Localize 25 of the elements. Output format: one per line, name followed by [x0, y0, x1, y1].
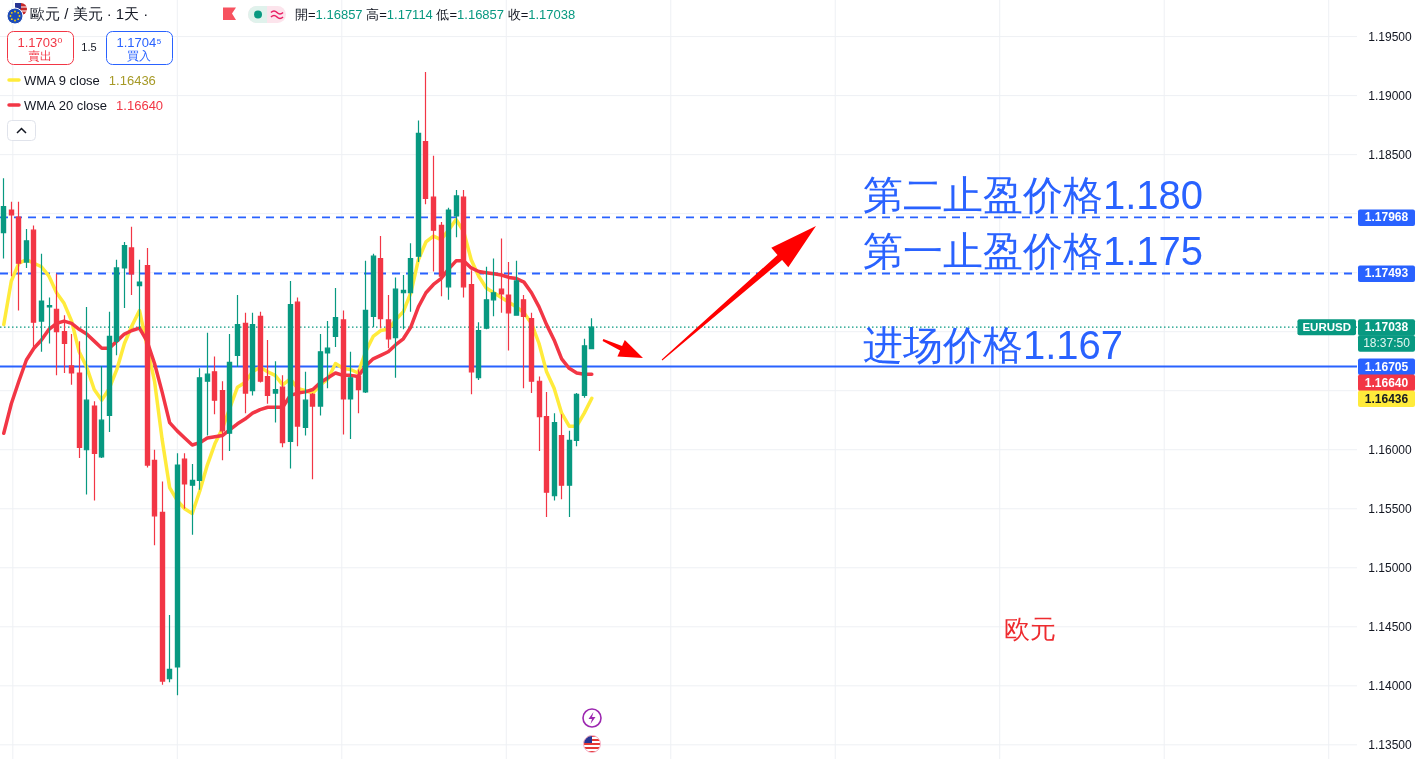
annotation: 1.5: [81, 41, 97, 53]
y-tick-label: 1.18500: [1368, 147, 1412, 162]
legend-label: WMA 20 close: [24, 97, 108, 113]
annotation: 1.1704⁵: [116, 35, 162, 50]
annotation: 第二止盈价格1.180: [863, 173, 1204, 218]
annotation: 1.1703⁰: [17, 35, 63, 50]
y-tick-label: 1.14000: [1368, 678, 1412, 693]
y-tick-label: 1.15500: [1368, 501, 1412, 516]
legend-label: WMA 9 close: [24, 72, 100, 88]
annotation: 进场价格1.167: [863, 322, 1124, 367]
y-tick-label: 1.13500: [1368, 737, 1412, 752]
annotation: 第一止盈价格1.175: [863, 229, 1204, 274]
legend-value: 1.16436: [108, 72, 156, 88]
annotation: 買入: [127, 49, 151, 63]
annotation: 賣出: [28, 49, 52, 63]
y-tick-label: 1.16000: [1368, 442, 1412, 457]
y-tick-label: 1.19500: [1368, 29, 1412, 44]
legend-value: 1.16640: [116, 97, 164, 113]
y-tick-label: 1.19000: [1368, 88, 1412, 103]
y-tick-label: 1.15000: [1368, 560, 1412, 575]
title: 歐元 / 美元 · 1天 ·: [30, 5, 149, 22]
annotation: 欧元: [1004, 615, 1056, 644]
subtitle: 開=1.16857 高=1.17114 低=1.16857 收=1.17038: [295, 7, 576, 22]
y-tick-label: 1.14500: [1368, 619, 1412, 634]
annotation: EURUSD: [1302, 321, 1351, 334]
